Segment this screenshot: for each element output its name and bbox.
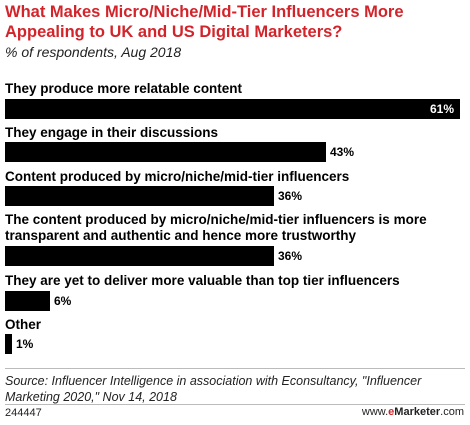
footer-divider-bottom [5,404,465,405]
value-label: 1% [16,337,34,351]
source-note: Source: Influencer Intelligence in assoc… [5,374,422,404]
category-label: Other [5,317,42,332]
value-label: 61% [429,102,454,116]
bar [5,334,12,354]
value-label: 36% [278,189,303,203]
value-label: 6% [54,294,72,308]
bar [5,291,50,311]
bar [5,99,460,119]
category-label: The content produced by micro/niche/mid-… [5,212,427,243]
category-label: They are yet to deliver more valuable th… [5,273,400,288]
value-label: 43% [330,145,355,159]
bar [5,186,274,206]
category-label: They engage in their discussions [5,125,219,140]
chart-title: What Makes Micro/Niche/Mid-Tier Influenc… [5,3,404,41]
category-label: They produce more relatable content [5,81,243,96]
bar [5,142,326,162]
chart-id: 244447 [5,407,42,419]
value-label: 36% [278,249,303,263]
footer-divider [5,368,465,369]
category-label: Content produced by micro/niche/mid-tier… [5,169,350,184]
chart-subtitle: % of respondents, Aug 2018 [5,44,182,60]
bar [5,246,274,266]
emarketer-logo: www.eMarketer.com [361,406,464,418]
